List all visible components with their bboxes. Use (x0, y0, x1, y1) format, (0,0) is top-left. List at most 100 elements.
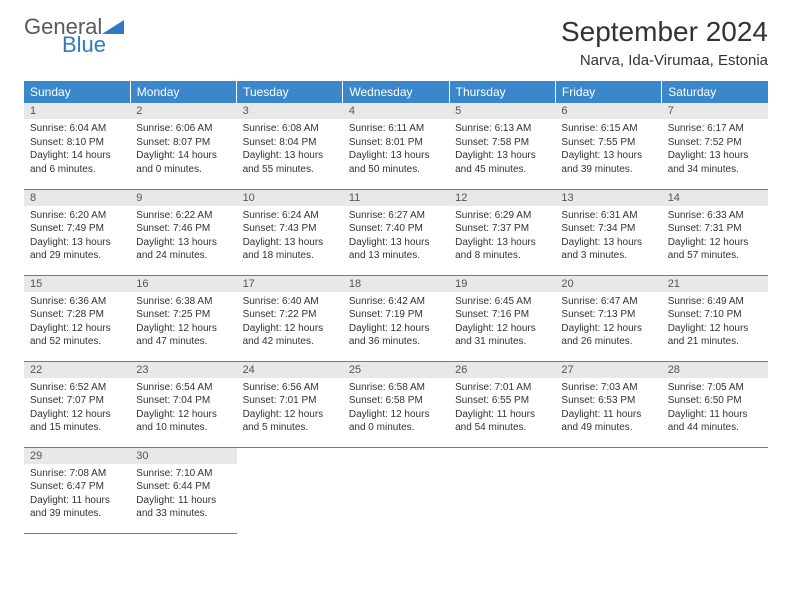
day-data-line: Sunrise: 7:10 AM (136, 467, 230, 481)
logo: General Blue (24, 16, 124, 56)
calendar-cell: 27Sunrise: 7:03 AMSunset: 6:53 PMDayligh… (555, 361, 661, 447)
month-title: September 2024 (561, 16, 768, 48)
logo-text: General Blue (24, 16, 124, 56)
day-number: 10 (237, 190, 343, 206)
calendar-cell: 29Sunrise: 7:08 AMSunset: 6:47 PMDayligh… (24, 447, 130, 533)
calendar-cell: 30 Sunrise: 7:10 AMSunset: 6:44 PMDayligh… (130, 447, 236, 533)
calendar-cell (449, 447, 555, 533)
calendar-cell: 15Sunrise: 6:36 AMSunset: 7:28 PMDayligh… (24, 275, 130, 361)
day-data-line: and 29 minutes. (30, 249, 124, 263)
day-data-line: Sunrise: 6:29 AM (455, 209, 549, 223)
day-data-line: Sunrise: 6:42 AM (349, 295, 443, 309)
calendar-cell: 22Sunrise: 6:52 AMSunset: 7:07 PMDayligh… (24, 361, 130, 447)
day-data-line: Daylight: 14 hours (136, 149, 230, 163)
calendar-cell: 24Sunrise: 6:56 AMSunset: 7:01 PMDayligh… (237, 361, 343, 447)
day-data-line: and 34 minutes. (668, 163, 762, 177)
calendar-cell (662, 447, 768, 533)
day-data-line: Sunset: 7:37 PM (455, 222, 549, 236)
day-number: 14 (662, 190, 768, 206)
day-data-line: Daylight: 12 hours (349, 322, 443, 336)
calendar-row: 22Sunrise: 6:52 AMSunset: 7:07 PMDayligh… (24, 361, 768, 447)
day-number: 16 (130, 276, 236, 292)
day-data: Sunrise: 6:49 AMSunset: 7:10 PMDaylight:… (662, 292, 768, 352)
calendar-cell (237, 447, 343, 533)
day-data-line: Sunrise: 6:04 AM (30, 122, 124, 136)
day-data-line: Sunset: 7:55 PM (561, 136, 655, 150)
day-data: Sunrise: 6:31 AMSunset: 7:34 PMDaylight:… (555, 206, 661, 266)
weekday-header: Saturday (662, 81, 768, 103)
day-number: 11 (343, 190, 449, 206)
day-number: 13 (555, 190, 661, 206)
day-number: 30 (130, 448, 236, 464)
day-data-line: and 10 minutes. (136, 421, 230, 435)
calendar-cell: 4Sunrise: 6:11 AMSunset: 8:01 PMDaylight… (343, 103, 449, 189)
day-data-line: Sunset: 7:31 PM (668, 222, 762, 236)
day-data: Sunrise: 6:38 AMSunset: 7:25 PMDaylight:… (130, 292, 236, 352)
day-data: Sunrise: 7:08 AMSunset: 6:47 PMDaylight:… (24, 464, 130, 524)
day-data-line: Sunrise: 7:01 AM (455, 381, 549, 395)
day-number: 5 (449, 103, 555, 119)
day-data: Sunrise: 7:01 AMSunset: 6:55 PMDaylight:… (449, 378, 555, 438)
day-data-line: Sunrise: 6:54 AM (136, 381, 230, 395)
day-data: Sunrise: 6:24 AMSunset: 7:43 PMDaylight:… (237, 206, 343, 266)
day-data-line: Daylight: 13 hours (455, 149, 549, 163)
day-data-line: Sunset: 6:58 PM (349, 394, 443, 408)
day-data-line: Daylight: 12 hours (668, 322, 762, 336)
day-data-line: Daylight: 12 hours (668, 236, 762, 250)
calendar-cell: 2Sunrise: 6:06 AMSunset: 8:07 PMDaylight… (130, 103, 236, 189)
day-data-line: and 33 minutes. (136, 507, 230, 521)
day-data-line: and 49 minutes. (561, 421, 655, 435)
day-data: Sunrise: 6:58 AMSunset: 6:58 PMDaylight:… (343, 378, 449, 438)
day-data: Sunrise: 6:45 AMSunset: 7:16 PMDaylight:… (449, 292, 555, 352)
day-data-line: Sunset: 7:19 PM (349, 308, 443, 322)
day-number: 20 (555, 276, 661, 292)
day-data-line: and 39 minutes. (30, 507, 124, 521)
day-number: 22 (24, 362, 130, 378)
day-data-line: Sunset: 6:44 PM (136, 480, 230, 494)
day-data-line: Daylight: 11 hours (136, 494, 230, 508)
day-data-line: Sunset: 8:04 PM (243, 136, 337, 150)
day-data-line: Sunrise: 6:22 AM (136, 209, 230, 223)
day-data-line: Sunset: 7:40 PM (349, 222, 443, 236)
day-number: 26 (449, 362, 555, 378)
weekday-header: Friday (555, 81, 661, 103)
day-data-line: Sunrise: 6:15 AM (561, 122, 655, 136)
day-data-line: Sunset: 7:49 PM (30, 222, 124, 236)
calendar-cell: 17Sunrise: 6:40 AMSunset: 7:22 PMDayligh… (237, 275, 343, 361)
day-data-line: and 21 minutes. (668, 335, 762, 349)
day-data-line: Sunset: 7:22 PM (243, 308, 337, 322)
day-data-line: Daylight: 13 hours (349, 149, 443, 163)
day-data-line: Sunrise: 6:45 AM (455, 295, 549, 309)
day-number: 27 (555, 362, 661, 378)
day-data-line: Sunset: 7:52 PM (668, 136, 762, 150)
day-data-line: Daylight: 11 hours (561, 408, 655, 422)
day-number: 3 (237, 103, 343, 119)
day-data-line: and 39 minutes. (561, 163, 655, 177)
day-data-line: Sunrise: 6:33 AM (668, 209, 762, 223)
page-header: General Blue September 2024 Narva, Ida-V… (24, 16, 768, 69)
day-data-line: Sunset: 7:34 PM (561, 222, 655, 236)
day-data-line: and 0 minutes. (136, 163, 230, 177)
calendar-table: SundayMondayTuesdayWednesdayThursdayFrid… (24, 81, 768, 534)
day-data-line: Daylight: 13 hours (455, 236, 549, 250)
day-number: 4 (343, 103, 449, 119)
day-data-line: and 8 minutes. (455, 249, 549, 263)
day-data-line: and 36 minutes. (349, 335, 443, 349)
day-data-line: Daylight: 12 hours (561, 322, 655, 336)
day-data: Sunrise: 6:40 AMSunset: 7:22 PMDaylight:… (237, 292, 343, 352)
day-data-line: Sunset: 7:07 PM (30, 394, 124, 408)
calendar-cell: 8Sunrise: 6:20 AMSunset: 7:49 PMDaylight… (24, 189, 130, 275)
day-data: Sunrise: 6:33 AMSunset: 7:31 PMDaylight:… (662, 206, 768, 266)
day-data-line: Sunrise: 6:06 AM (136, 122, 230, 136)
day-data-line: and 47 minutes. (136, 335, 230, 349)
day-data-line: and 24 minutes. (136, 249, 230, 263)
calendar-row: 8Sunrise: 6:20 AMSunset: 7:49 PMDaylight… (24, 189, 768, 275)
day-data: Sunrise: 6:08 AMSunset: 8:04 PMDaylight:… (237, 119, 343, 179)
day-data-line: Sunrise: 6:31 AM (561, 209, 655, 223)
calendar-cell: 12Sunrise: 6:29 AMSunset: 7:37 PMDayligh… (449, 189, 555, 275)
day-data: Sunrise: 6:42 AMSunset: 7:19 PMDaylight:… (343, 292, 449, 352)
day-data-line: and 42 minutes. (243, 335, 337, 349)
day-data-line: Sunrise: 6:36 AM (30, 295, 124, 309)
day-data: Sunrise: 6:04 AMSunset: 8:10 PMDaylight:… (24, 119, 130, 179)
title-block: September 2024 Narva, Ida-Virumaa, Eston… (561, 16, 768, 69)
